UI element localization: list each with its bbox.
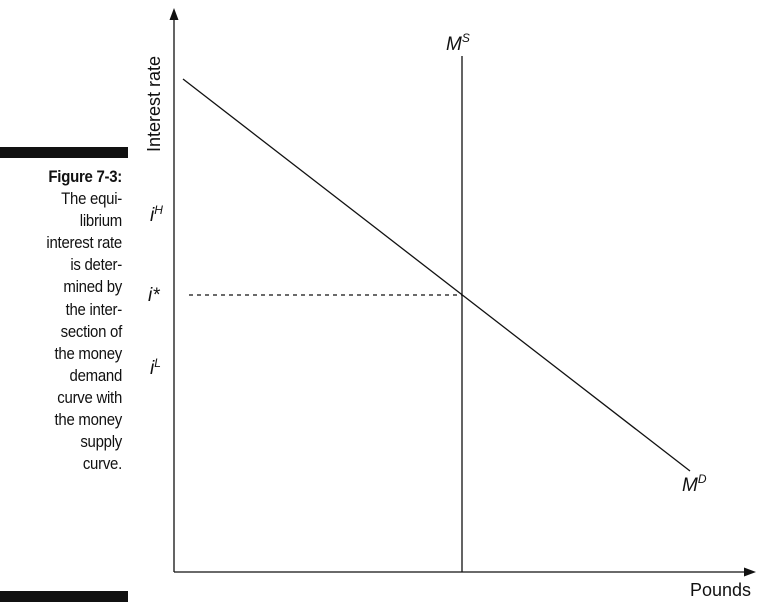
figure-caption-text: The equi- librium interest rate is deter…	[46, 189, 122, 474]
figure-label: Figure 7-3:	[48, 167, 122, 186]
x-axis-arrow	[744, 567, 756, 577]
figure-caption: Figure 7-3: The equi- librium interest r…	[15, 166, 122, 475]
rate-equilibrium-label: i*	[148, 285, 160, 306]
rate-low-label: iL	[150, 356, 161, 379]
rate-high-label: iH	[150, 203, 163, 226]
caption-bottom-rule	[0, 591, 128, 602]
y-axis-arrow	[169, 8, 179, 20]
money-demand-curve	[182, 78, 691, 472]
caption-top-rule	[0, 147, 128, 158]
money-supply-label: MS	[446, 31, 470, 55]
y-axis-label: Interest rate	[144, 56, 164, 152]
x-axis-label: Pounds	[690, 580, 751, 600]
money-demand-label: MD	[682, 472, 707, 496]
